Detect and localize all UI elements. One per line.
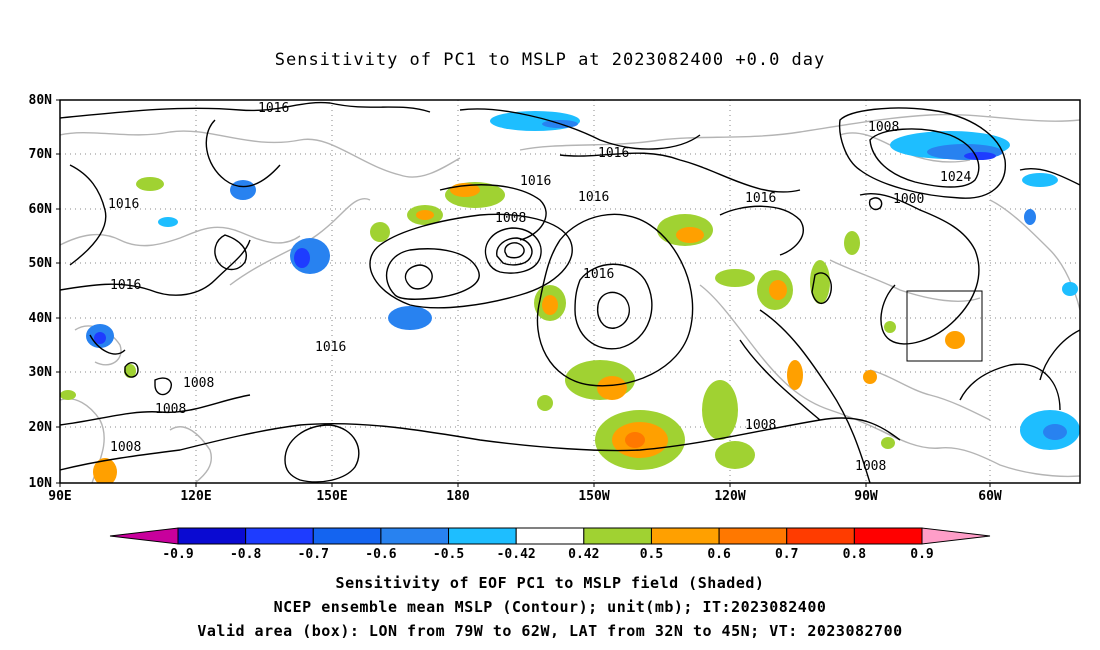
map-frame xyxy=(59,99,1081,484)
colorbar-box xyxy=(515,527,585,545)
contour-label: 1008 xyxy=(183,376,214,391)
lon-label: 150W xyxy=(578,489,609,504)
lat-label: 30N xyxy=(29,365,53,380)
caption-line-3: Valid area (box): LON from 79W to 62W, L… xyxy=(197,622,903,640)
colorbar: -0.9 -0.8 -0.7 -0.6 -0.5 -0.42 0.42 0.5 0.6 0.7 0.… xyxy=(109,527,991,562)
lat-label: 40N xyxy=(29,311,53,326)
lon-label: 180 xyxy=(446,489,470,504)
contour-labels: 1016 1016 1016 1016 1016 1016 1016 1016 … xyxy=(108,101,971,474)
colorbar-low-arrow xyxy=(109,527,179,545)
lon-label: 90E xyxy=(48,489,71,504)
lon-label: 120E xyxy=(180,489,211,504)
contour-label: 1016 xyxy=(598,146,629,161)
coastlines xyxy=(60,113,1080,483)
colorbar-label: -0.9 xyxy=(162,547,193,562)
positive-sensitivity-shading xyxy=(60,177,965,483)
negative-sensitivity-shading xyxy=(86,111,1080,450)
colorbar-box xyxy=(786,527,855,545)
colorbar-label: -0.5 xyxy=(433,547,464,562)
colorbar-box xyxy=(718,527,788,545)
lat-label: 50N xyxy=(29,256,53,271)
colorbar-box xyxy=(583,527,652,545)
lat-label: 80N xyxy=(29,93,53,108)
colorbar-label: -0.6 xyxy=(365,547,396,562)
colorbar-label: 0.5 xyxy=(640,547,663,562)
lon-label: 120W xyxy=(714,489,745,504)
colorbar-label: -0.42 xyxy=(497,547,536,562)
contour-label: 1016 xyxy=(110,278,141,293)
colorbar-box xyxy=(177,527,247,545)
pressure-contours xyxy=(60,101,1080,483)
axis-ticks xyxy=(56,99,991,487)
lon-label: 150E xyxy=(316,489,347,504)
contour-label: 1016 xyxy=(315,340,346,355)
contour-label: 1016 xyxy=(108,197,139,212)
contour-label: 1016 xyxy=(583,267,614,282)
colorbar-label: 0.8 xyxy=(843,547,867,562)
lon-label: 60W xyxy=(978,489,1002,504)
colorbar-box xyxy=(448,527,517,545)
colorbar-label: -0.7 xyxy=(298,547,329,562)
colorbar-high-arrow xyxy=(921,527,991,545)
lon-label: 90W xyxy=(854,489,878,504)
colorbar-box xyxy=(245,527,314,545)
contour-label: 1024 xyxy=(940,170,971,185)
contour-label: 1008 xyxy=(495,211,526,226)
lat-label: 20N xyxy=(29,420,53,435)
caption-line-2: NCEP ensemble mean MSLP (Contour); unit(… xyxy=(273,598,827,616)
colorbar-box xyxy=(312,527,382,545)
colorbar-box xyxy=(650,527,720,545)
contour-label: 1008 xyxy=(110,440,141,455)
contour-label: 1000 xyxy=(893,192,924,207)
lat-label: 60N xyxy=(29,202,53,217)
caption-line-1: Sensitivity of EOF PC1 to MSLP field (Sh… xyxy=(335,574,765,592)
colorbar-label: 0.42 xyxy=(568,547,599,562)
contour-label: 1016 xyxy=(258,101,289,116)
contour-label: 1008 xyxy=(155,402,186,417)
colorbar-label: -0.8 xyxy=(230,547,261,562)
colorbar-label: 0.9 xyxy=(910,547,933,562)
contour-label: 1008 xyxy=(855,459,886,474)
colorbar-box xyxy=(380,527,450,545)
lat-label: 70N xyxy=(29,147,53,162)
contour-label: 1008 xyxy=(868,120,899,135)
colorbar-box xyxy=(853,527,923,545)
contour-label: 1008 xyxy=(745,418,776,433)
lat-label: 10N xyxy=(29,476,53,491)
valid-area-box xyxy=(906,290,983,362)
contour-label: 1016 xyxy=(578,190,609,205)
colorbar-label: 0.6 xyxy=(707,547,731,562)
map-title: Sensitivity of PC1 to MSLP at 2023082400… xyxy=(274,50,826,70)
contour-label: 1016 xyxy=(520,174,551,189)
contour-label: 1016 xyxy=(745,191,776,206)
colorbar-label: 0.7 xyxy=(775,547,798,562)
